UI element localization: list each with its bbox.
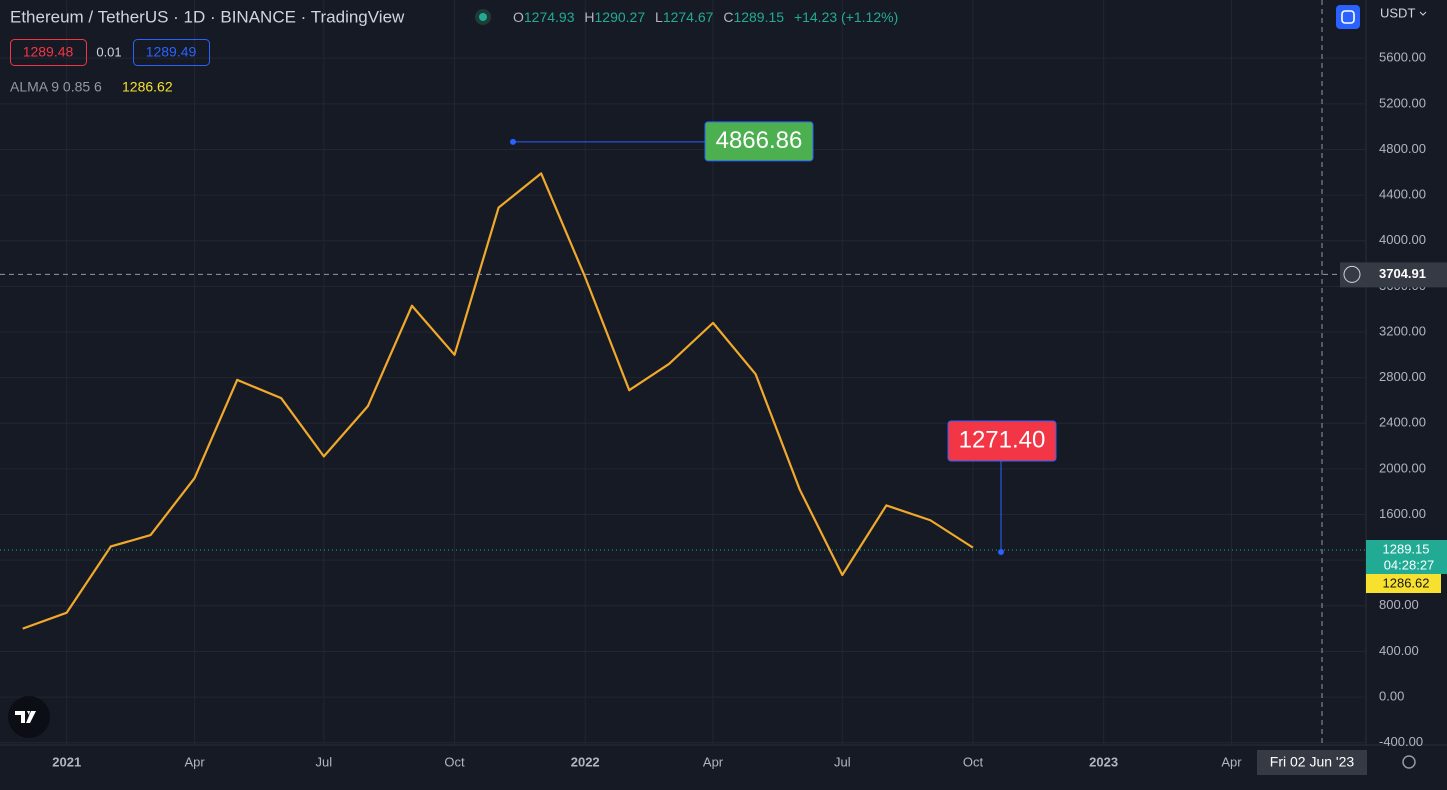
crosshair-date: Fri 02 Jun '23 xyxy=(1270,754,1355,770)
crosshair-price: 3704.91 xyxy=(1379,266,1426,281)
currency[interactable]: USDT xyxy=(1380,5,1415,20)
x-tick-label: 2023 xyxy=(1089,754,1118,769)
y-tick-label: 0.00 xyxy=(1379,689,1404,704)
spread: 0.01 xyxy=(96,44,121,59)
ohlc: O1274.93 H1290.27 L1274.67 C1289.15 +14.… xyxy=(513,9,898,25)
x-tick-label: Apr xyxy=(703,754,724,769)
y-tick-label: 3200.00 xyxy=(1379,323,1426,338)
sell-price[interactable]: 1289.48 xyxy=(23,44,74,60)
logo-mark xyxy=(15,711,36,723)
ohlc-key: L xyxy=(655,9,663,25)
buy-button[interactable] xyxy=(133,39,210,66)
sell-button[interactable] xyxy=(10,39,87,66)
sync-button[interactable] xyxy=(1336,5,1360,29)
buy-price[interactable]: 1289.49 xyxy=(146,44,197,60)
y-tick-label: 5200.00 xyxy=(1379,95,1426,110)
low-box xyxy=(947,420,1057,462)
countdown: 04:28:27 xyxy=(1384,557,1435,572)
x-tick-label: Apr xyxy=(184,754,205,769)
last-price-tag xyxy=(1366,540,1447,575)
low-point xyxy=(998,549,1004,556)
ohlc-key: O xyxy=(513,9,524,25)
y-tick-label: 4400.00 xyxy=(1379,187,1426,202)
price-line xyxy=(22,172,974,630)
ohlc-value: 1289.15 xyxy=(733,9,784,25)
high-point xyxy=(510,138,516,145)
x-tick-label: 2022 xyxy=(571,754,600,769)
y-tick-label: 400.00 xyxy=(1379,643,1419,658)
indicator[interactable]: ALMA 9 0.85 6 xyxy=(10,79,102,95)
high-box xyxy=(704,121,814,162)
y-tick-label: 2800.00 xyxy=(1379,369,1426,384)
ohlc-value: 1290.27 xyxy=(595,9,646,25)
crosshair-tag xyxy=(1340,262,1447,288)
alma-tag xyxy=(1366,574,1441,594)
ohlc-value: 1274.93 xyxy=(524,9,575,25)
x-tick-label: Oct xyxy=(963,754,984,769)
y-tick-label: -400.00 xyxy=(1379,734,1423,749)
date-tag xyxy=(1257,750,1367,775)
x-tick-label: Oct xyxy=(444,754,465,769)
y-tick-label: 4800.00 xyxy=(1379,141,1426,156)
ohlc-value: 1274.67 xyxy=(663,9,714,25)
y-tick-label: 4000.00 xyxy=(1379,232,1426,247)
symbol: Ethereum / TetherUS · 1D · BINANCE · Tra… xyxy=(10,7,405,26)
change: +14.23 (+1.12%) xyxy=(794,9,898,25)
y-tick-label: 5600.00 xyxy=(1379,50,1426,65)
y-tick-label: 2400.00 xyxy=(1379,415,1426,430)
y-tick-label: 800.00 xyxy=(1379,597,1419,612)
status-dot xyxy=(479,13,487,21)
ohlc-key: C xyxy=(723,9,733,25)
alma-value: 1286.62 xyxy=(1383,575,1430,590)
low-label: 1271.40 xyxy=(959,426,1046,453)
indicator-value: 1286.62 xyxy=(122,79,173,95)
ohlc-key: H xyxy=(584,9,594,25)
add-alert[interactable] xyxy=(1343,265,1361,283)
x-tick-label: Apr xyxy=(1221,754,1242,769)
y-tick-label: 1600.00 xyxy=(1379,506,1426,521)
settings[interactable] xyxy=(1402,755,1416,769)
price-axis xyxy=(1366,0,1447,790)
y-tick-label: 2000.00 xyxy=(1379,460,1426,475)
x-tick-label: Jul xyxy=(316,754,333,769)
x-tick-label: 2021 xyxy=(52,754,81,769)
last-price: 1289.15 xyxy=(1383,541,1430,556)
sync-icon xyxy=(1341,10,1355,24)
x-tick-label: Jul xyxy=(834,754,851,769)
high-label: 4866.86 xyxy=(716,127,803,154)
currency-caret xyxy=(1419,11,1427,16)
